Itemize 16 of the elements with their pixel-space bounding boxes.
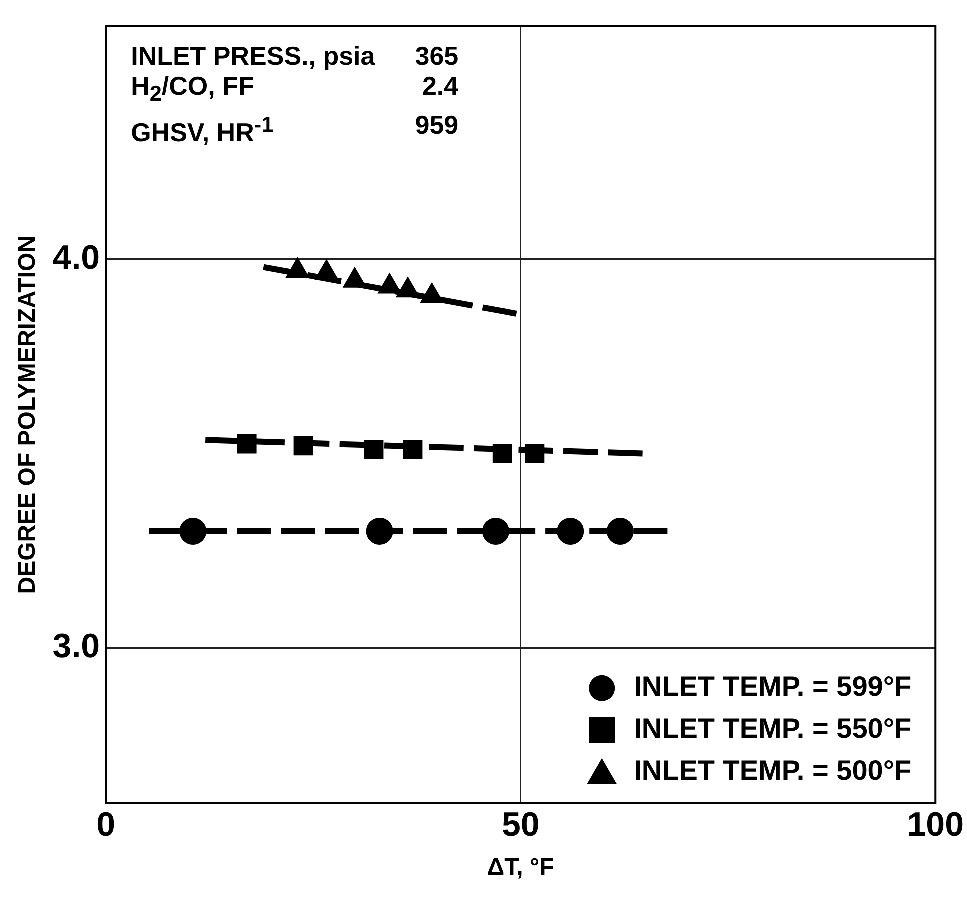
y-tick-label: 3.0 bbox=[52, 627, 100, 666]
annotation: GHSV, HR$^{-1}$ bbox=[131, 110, 275, 148]
legend-label: INLET TEMP. = 500°F bbox=[634, 755, 912, 786]
x-axis-title: ΔT, °F bbox=[487, 854, 554, 882]
annotation: 365 bbox=[415, 41, 459, 72]
annotation: H$_{2}$/CO, FF bbox=[131, 71, 256, 109]
annotation: 2.4 bbox=[421, 71, 459, 104]
y-tick-label: 4.0 bbox=[52, 238, 100, 277]
y-axis-title: DEGREE OF POLYMERIZATION bbox=[14, 236, 42, 594]
legend-label: INLET TEMP. = 550°F bbox=[634, 713, 912, 744]
annotation: 959 bbox=[415, 110, 459, 142]
x-tick-label: 50 bbox=[502, 806, 540, 844]
x-tick-label: 0 bbox=[96, 806, 116, 844]
annotation: INLET PRESS., psia bbox=[131, 41, 376, 72]
legend-label: INLET TEMP. = 599°F bbox=[634, 671, 912, 702]
x-tick-label: 100 bbox=[907, 806, 964, 844]
